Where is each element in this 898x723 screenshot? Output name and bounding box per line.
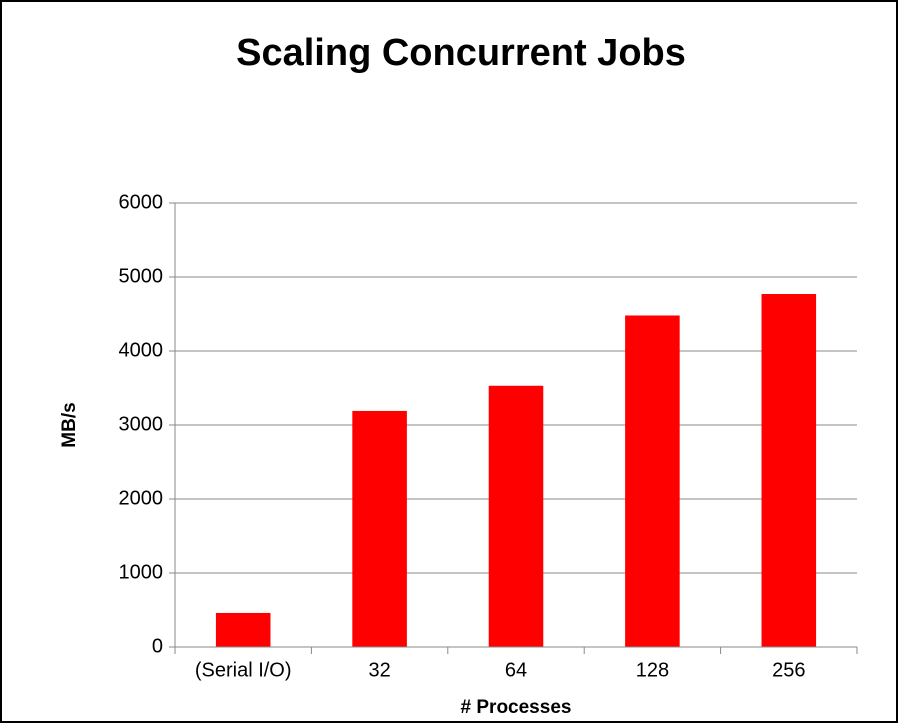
bar xyxy=(625,315,680,647)
x-tick-label: 128 xyxy=(636,659,669,681)
y-tick-label: 1000 xyxy=(119,561,164,583)
x-axis-title: # Processes xyxy=(461,697,572,718)
bar xyxy=(488,385,544,647)
y-tick-label: 4000 xyxy=(119,339,164,361)
chart-title: Scaling Concurrent Jobs xyxy=(236,32,686,74)
x-tick-label: 64 xyxy=(505,659,527,681)
x-tick-label: 256 xyxy=(772,659,805,681)
y-tick-label: 3000 xyxy=(119,413,164,435)
y-tick-label: 6000 xyxy=(119,191,164,213)
bar xyxy=(761,294,817,647)
y-tick-label: 5000 xyxy=(119,265,164,287)
y-tick-label: 2000 xyxy=(119,487,164,509)
x-tick-label: (Serial I/O) xyxy=(195,659,292,681)
y-axis-title: MB/s xyxy=(59,402,80,447)
bar xyxy=(352,410,407,647)
y-tick-label: 0 xyxy=(152,635,163,657)
bar xyxy=(215,612,271,647)
x-tick-label: 32 xyxy=(368,659,390,681)
